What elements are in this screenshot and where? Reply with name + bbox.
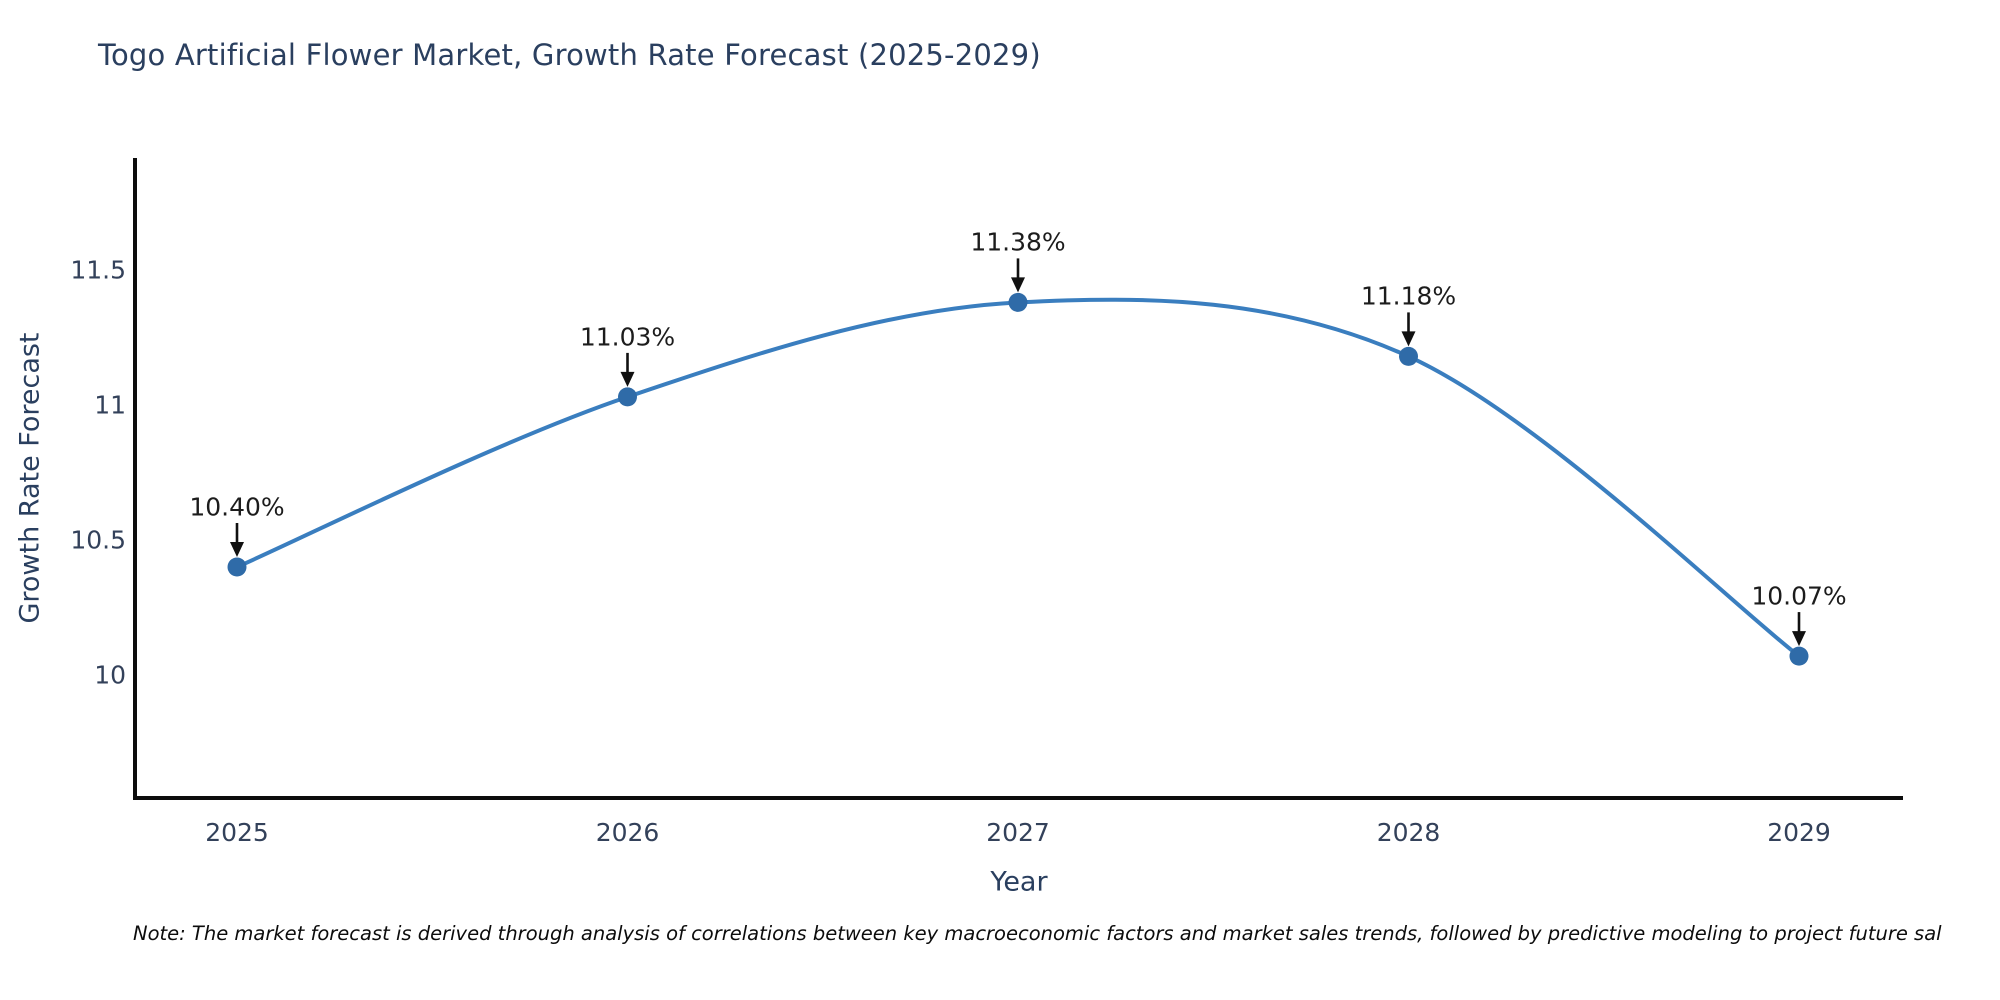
- x-tick-label: 2026: [595, 818, 660, 847]
- line-series: [235, 297, 1801, 659]
- annotation-arrows: [230, 258, 1806, 647]
- x-axis-title: Year: [990, 866, 1048, 898]
- annotation-label: 11.18%: [1360, 281, 1457, 311]
- x-tick-label: 2027: [986, 818, 1050, 847]
- annotation-label: 11.38%: [970, 227, 1066, 257]
- x-tick-label: 2025: [205, 818, 269, 847]
- x-tick-label: 2029: [1767, 818, 1831, 847]
- y-axis-title: Growth Rate Forecast: [14, 332, 46, 624]
- y-tick-label: 11.5: [70, 255, 126, 285]
- chart-title: Togo Artificial Flower Market, Growth Ra…: [98, 38, 1041, 72]
- x-tick-label: 2028: [1376, 818, 1441, 847]
- annotation-label: 10.40%: [189, 492, 285, 522]
- footnote: Note: The market forecast is derived thr…: [133, 922, 1942, 945]
- y-tick-label: 10: [94, 660, 126, 690]
- data-markers: [227, 292, 1809, 666]
- y-tick-label: 11: [94, 390, 126, 420]
- y-tick-label: 10.5: [70, 525, 126, 555]
- y-axis-tick-labels: 11.5 11 10.5 10: [0, 0, 126, 1000]
- annotation-label: 11.03%: [579, 322, 676, 352]
- annotation-label: 10.07%: [1751, 581, 1847, 611]
